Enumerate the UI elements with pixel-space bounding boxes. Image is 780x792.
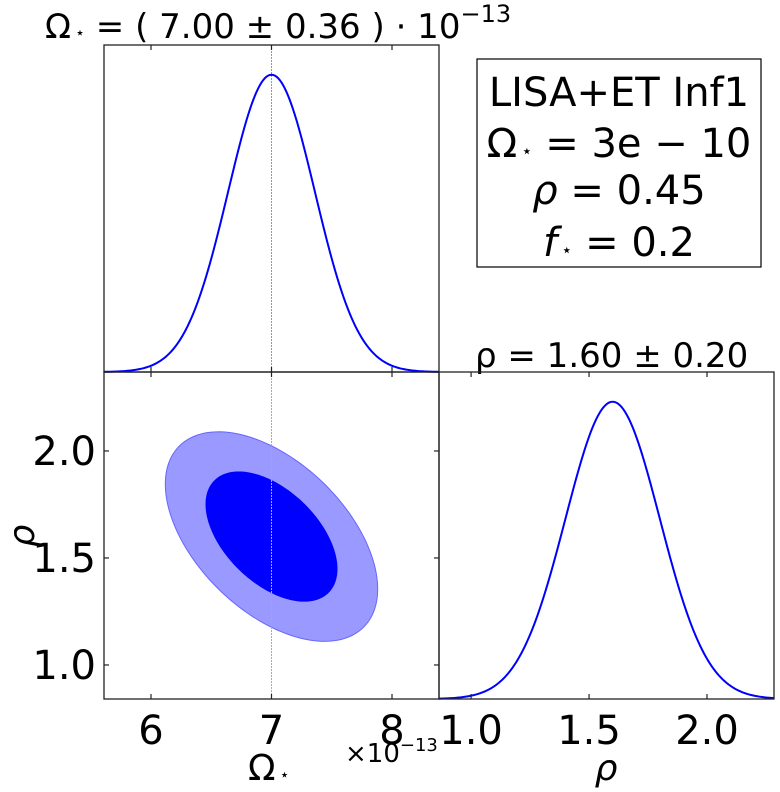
- x-axis-label-omega: Ω ⋆: [248, 748, 290, 789]
- legend-line-4: f ⋆ = 0.2: [543, 220, 695, 266]
- omega-marginal-curve: [103, 73, 440, 373]
- legend-line-1: LISA+ET Inf1: [489, 70, 749, 116]
- x-offset-text: ×10−13: [345, 735, 438, 769]
- rho-marginal-curve: [438, 400, 775, 700]
- legend-line-3: ρ = 0.45: [532, 168, 705, 214]
- contour-68: [205, 471, 338, 602]
- x-tick-label-omega: 6: [138, 708, 163, 754]
- x-tick-label-rho: 1.5: [557, 708, 621, 754]
- y-tick-label-rho: 2.0: [32, 429, 96, 475]
- x-axis-label-rho: ρ: [595, 748, 618, 789]
- legend-line-2: Ω ⋆ = 3e − 10: [487, 121, 752, 167]
- x-tick-label-omega: 8: [379, 708, 404, 754]
- x-tick-label-rho: 2.0: [675, 708, 739, 754]
- legend: LISA+ET Inf1 Ω ⋆ = 3e − 10 ρ = 0.45 f ⋆ = …: [476, 58, 762, 268]
- x-tick-label-omega: 7: [259, 708, 284, 754]
- y-axis-label-rho: ρ: [2, 524, 43, 547]
- omega-title: Ω ⋆ = ( 7.00 ± 0.36 ) · 10−13: [45, 0, 511, 47]
- panel-frame-br: [438, 371, 775, 700]
- y-tick-label-rho: 1.0: [32, 643, 96, 689]
- x-tick-label-rho: 1.0: [439, 708, 503, 754]
- rho-title: ρ = 1.60 ± 0.20: [475, 336, 748, 376]
- y-tick-label-rho: 1.5: [32, 536, 96, 582]
